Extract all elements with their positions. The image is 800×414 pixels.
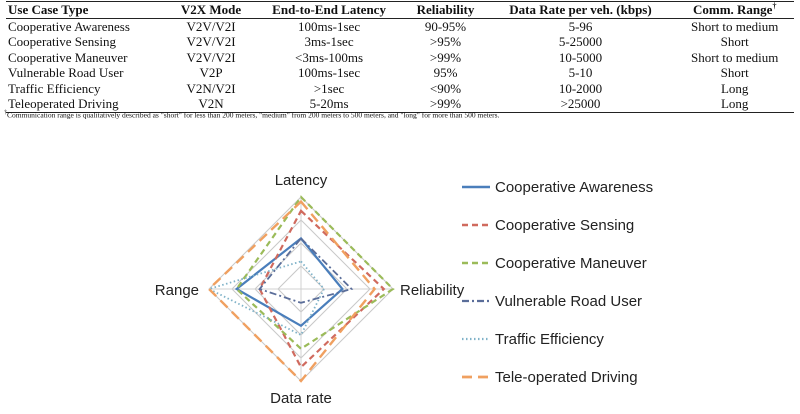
- table-cell: >95%: [429, 34, 462, 49]
- table-cell: V2V/V2I: [186, 34, 236, 49]
- table-cell: Short to medium: [691, 49, 779, 65]
- footnote-text: Communication range is qualitatively des…: [7, 110, 500, 120]
- radar-axis-label: Reliability: [400, 282, 465, 299]
- radar-series-line: [207, 199, 377, 383]
- radar-axis-label: Range: [155, 282, 199, 299]
- legend-entry-label: Traffic Efficiency: [495, 331, 604, 348]
- table-cell: <3ms-100ms: [295, 49, 364, 65]
- table-cell: 100ms-1sec: [298, 18, 361, 34]
- table-cell: 5-25000: [558, 34, 603, 49]
- column-header: Reliability: [405, 2, 485, 19]
- table-cell: Cooperative Awareness: [8, 18, 130, 34]
- table-cell: 10-5000: [558, 49, 603, 65]
- chart-legend: Cooperative Awareness Cooperative Sensing…: [462, 179, 653, 386]
- table-cell: Vulnerable Road User: [8, 65, 124, 80]
- column-header: Use Case Type: [6, 2, 169, 19]
- radar-axis-labels: Latency Reliability Data rate Range: [155, 172, 465, 407]
- table-cell: V2N: [198, 96, 224, 111]
- radar-series-group: [206, 195, 395, 383]
- footnote-reference-mark: †: [772, 1, 777, 11]
- legend-entry-label: Cooperative Maneuver: [495, 255, 647, 272]
- column-header-label: V2X Mode: [180, 2, 242, 17]
- table-cell: Long: [720, 80, 749, 96]
- table-cell: V2N/V2I: [186, 80, 236, 96]
- column-header-label: Reliability: [416, 2, 475, 17]
- table-row: Traffic Efficiency V2N/V2I >1sec <90% 10-200…: [6, 81, 794, 97]
- column-header: V2X Mode: [169, 2, 252, 19]
- table-cell: Cooperative Maneuver: [8, 49, 128, 65]
- column-header-label: End-to-End Latency: [272, 2, 386, 17]
- table-cell: 5-96: [568, 18, 593, 34]
- table-cell: >99%: [429, 96, 462, 111]
- footnote-mark: †: [4, 110, 7, 116]
- table-cell: Short: [720, 65, 749, 80]
- table-header-row: Use Case Type V2X Mode End-to-End Latency R…: [6, 1, 794, 19]
- table-cell: V2P: [199, 65, 223, 80]
- table-cell: Short to medium: [691, 18, 779, 34]
- column-header: End-to-End Latency: [253, 2, 406, 19]
- table-cell: 95%: [433, 65, 458, 80]
- table-row: Cooperative Awareness V2V/V2I 100ms-1sec 90…: [6, 18, 794, 34]
- legend-entry-label: Cooperative Sensing: [495, 217, 634, 234]
- legend-entry-label: Cooperative Awareness: [495, 179, 653, 196]
- table-cell: 5-10: [568, 65, 593, 80]
- table-cell: 90-95%: [424, 18, 467, 34]
- table-row: Vulnerable Road User V2P 100ms-1sec 95% 5-10…: [6, 65, 794, 81]
- table-footnote: †Communication range is qualitatively de…: [4, 110, 796, 120]
- column-header-label: Use Case Type: [8, 2, 89, 17]
- table-cell: 10-2000: [558, 80, 603, 96]
- column-header: Data Rate per veh. (kbps): [486, 2, 676, 19]
- table-cell: V2V/V2I: [186, 18, 236, 34]
- column-header: Comm. Range†: [675, 2, 794, 19]
- table-cell: Long: [720, 96, 749, 111]
- table-cell: Traffic Efficiency: [8, 80, 101, 96]
- legend-entry-label: Tele-operated Driving: [495, 369, 638, 386]
- column-header-label: Comm. Range: [693, 2, 773, 17]
- radar-series-line: [258, 209, 386, 369]
- radar-series-line: [234, 236, 344, 328]
- table-cell: >1sec: [313, 80, 345, 96]
- table-cell: >99%: [429, 49, 462, 65]
- table-cell: <90%: [429, 80, 462, 96]
- table-cell: >25000: [560, 96, 601, 111]
- table-row: Cooperative Maneuver V2V/V2I <3ms-100ms >99…: [6, 50, 794, 66]
- column-header-label: Data Rate per veh. (kbps): [509, 2, 652, 17]
- v2x-use-case-table: Use Case Type V2X Mode End-to-End Latency R…: [6, 1, 794, 113]
- table-cell: 100ms-1sec: [298, 65, 361, 80]
- table-cell: V2V/V2I: [186, 49, 236, 65]
- radar-series-line: [258, 237, 354, 304]
- radar-axis-label: Data rate: [270, 390, 332, 407]
- table-cell: 5-20ms: [309, 96, 349, 111]
- table-cell: Short: [720, 34, 749, 49]
- table-row: Cooperative Sensing V2V/V2I 3ms-1sec >95% 5-…: [6, 34, 794, 50]
- table-cell: Cooperative Sensing: [8, 34, 116, 49]
- radar-series-line: [235, 195, 395, 351]
- legend-entry-label: Vulnerable Road User: [495, 293, 642, 310]
- table-body: Cooperative Awareness V2V/V2I 100ms-1sec 90…: [6, 18, 794, 112]
- table-row: Teleoperated Driving V2N 5-20ms >99% >25000 L…: [6, 96, 794, 112]
- table-cell: Teleoperated Driving: [8, 96, 119, 111]
- table-cell: 3ms-1sec: [304, 34, 354, 49]
- radar-axis-label: Latency: [275, 172, 328, 189]
